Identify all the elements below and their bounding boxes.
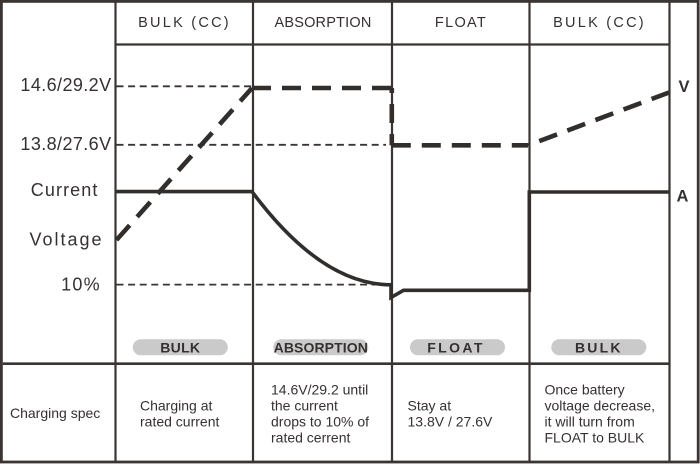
svg-text:BULK (CC): BULK (CC) [138, 15, 231, 31]
svg-text:ABSORPTION: ABSORPTION [274, 15, 371, 31]
svg-text:FLOAT to BULK: FLOAT to BULK [545, 430, 646, 446]
svg-text:it will turn from: it will turn from [545, 414, 635, 430]
svg-text:rated cerrent: rated cerrent [271, 430, 350, 446]
svg-text:13.8V / 27.6V: 13.8V / 27.6V [408, 414, 494, 430]
svg-text:Stay at: Stay at [408, 398, 452, 414]
svg-text:Voltage: Voltage [29, 230, 103, 250]
svg-text:ABSORPTION: ABSORPTION [274, 340, 368, 356]
svg-text:V: V [678, 78, 689, 96]
svg-text:FLOAT: FLOAT [427, 340, 485, 356]
svg-text:the current: the current [271, 398, 338, 414]
svg-text:Charging at: Charging at [140, 398, 212, 414]
svg-text:A: A [677, 188, 689, 206]
svg-text:FLOAT: FLOAT [435, 15, 487, 31]
svg-text:BULK (CC): BULK (CC) [553, 15, 646, 31]
svg-text:14.6/29.2V: 14.6/29.2V [20, 75, 111, 95]
svg-text:Once battery: Once battery [545, 382, 625, 398]
svg-text:Charging spec: Charging spec [10, 405, 100, 421]
svg-text:13.8/27.6V: 13.8/27.6V [20, 134, 111, 154]
svg-text:BULK: BULK [160, 340, 200, 356]
svg-text:drops to 10% of: drops to 10% of [271, 414, 369, 430]
svg-text:BULK: BULK [575, 340, 623, 356]
svg-text:10%: 10% [61, 275, 101, 295]
svg-text:Current: Current [31, 180, 99, 200]
svg-text:rated current: rated current [140, 414, 219, 430]
svg-text:voltage decrease,: voltage decrease, [545, 398, 656, 414]
svg-text:14.6V/29.2 until: 14.6V/29.2 until [271, 382, 368, 398]
